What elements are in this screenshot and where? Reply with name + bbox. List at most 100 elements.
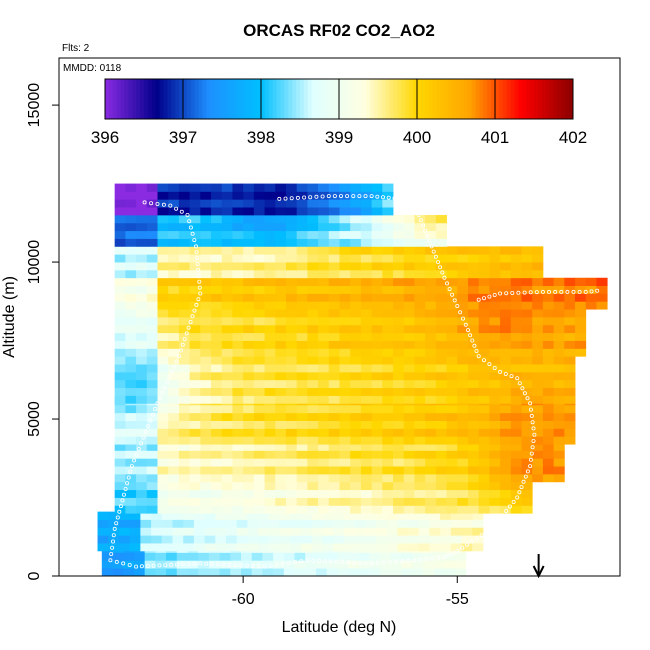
heatmap-cell (446, 340, 458, 349)
heatmap-cell (500, 324, 512, 334)
heatmap-cell (371, 395, 383, 404)
heatmap-cell (425, 379, 437, 389)
heatmap-cell (360, 332, 373, 341)
flight-track-point (492, 292, 497, 297)
heatmap-cell (435, 450, 447, 459)
heatmap-cell (489, 262, 501, 271)
flight-track-point (351, 194, 356, 199)
heatmap-cell (168, 497, 180, 506)
heatmap-cell (457, 420, 469, 429)
heatmap-cell (189, 404, 201, 414)
heatmap-cell (414, 293, 426, 302)
colorbar-swatch (417, 79, 422, 119)
heatmap-cell (125, 489, 137, 498)
flight-track-point (256, 564, 261, 569)
heatmap-cell (243, 364, 255, 373)
heatmap-cell (328, 387, 340, 396)
heatmap-cell (371, 489, 383, 498)
heatmap-cell (221, 183, 233, 192)
heatmap-cell (435, 293, 447, 302)
heatmap-cell (114, 395, 126, 404)
heatmap-cell (382, 379, 394, 389)
heatmap-cell (243, 473, 255, 483)
colorbar-swatch (537, 79, 543, 119)
flight-track-point (442, 555, 447, 560)
heatmap-cell (251, 560, 263, 569)
heatmap-cell (414, 489, 426, 498)
heatmap-cell (146, 293, 158, 302)
heatmap-cell (221, 371, 233, 381)
heatmap-cell (478, 254, 490, 263)
colorbar-swatch (565, 79, 570, 119)
heatmap-cell (200, 254, 212, 263)
heatmap-cell (275, 317, 287, 326)
heatmap-cell (467, 379, 480, 389)
heatmap-cell (564, 387, 576, 396)
heatmap-cell (435, 285, 447, 294)
flight-track-point (504, 291, 509, 296)
flight-track-point (295, 195, 300, 200)
heatmap-cell (285, 379, 298, 389)
heatmap-cell (211, 505, 223, 514)
heatmap-cell (318, 348, 330, 357)
heatmap-cell (161, 511, 173, 520)
heatmap-cell (311, 543, 323, 552)
heatmap-cell (161, 543, 173, 552)
heatmap-cell (114, 420, 126, 429)
heatmap-cell (318, 371, 330, 381)
heatmap-cell (382, 356, 394, 365)
heatmap-cell (446, 466, 458, 475)
heatmap-cell (307, 207, 319, 216)
heatmap-cell (279, 543, 291, 552)
heatmap-cell (510, 458, 522, 467)
heatmap-cell (232, 238, 244, 247)
heatmap-cell (318, 395, 330, 404)
heatmap-cell (114, 481, 126, 491)
heatmap-cell (285, 340, 298, 349)
heatmap-cell (532, 371, 544, 381)
colorbar-swatch (420, 79, 426, 119)
heatmap-cell (307, 214, 319, 224)
y-tick-label: 10000 (26, 240, 43, 285)
heatmap-cell (585, 293, 597, 302)
heatmap-cell (290, 511, 302, 520)
flight-track-point (274, 562, 279, 567)
heatmap-cell (467, 395, 480, 404)
heatmap-cell (414, 379, 426, 389)
heatmap-cell (253, 277, 265, 287)
heatmap-cell (136, 340, 148, 349)
heatmap-cell (521, 364, 533, 373)
heatmap-cell (307, 379, 319, 389)
heatmap-cell (275, 301, 287, 310)
heatmap-cell (140, 511, 152, 520)
colorbar-swatch (487, 79, 492, 119)
colorbar-swatch (467, 79, 473, 119)
heatmap-cell (414, 497, 426, 506)
heatmap-cell (414, 473, 426, 483)
heatmap-cell (425, 466, 437, 475)
heatmap-cell (125, 436, 137, 445)
heatmap-cell (211, 412, 223, 421)
heatmap-cell (328, 404, 340, 414)
heatmap-cell (232, 254, 244, 263)
heatmap-cell (478, 404, 490, 414)
heatmap-cell (328, 222, 340, 232)
heatmap-cell (414, 324, 426, 334)
heatmap-cell (221, 404, 233, 414)
flight-track-point (126, 475, 131, 480)
flight-track-point (340, 560, 345, 565)
heatmap-cell (189, 191, 201, 200)
heatmap-cell (328, 481, 340, 491)
heatmap-cell (553, 395, 565, 404)
heatmap-cell (136, 473, 148, 483)
heatmap-cell (285, 404, 298, 414)
heatmap-cell (382, 301, 394, 310)
heatmap-cell (311, 511, 323, 520)
heatmap-cell (178, 404, 191, 414)
flight-track-point (186, 325, 191, 330)
heatmap-cell (457, 309, 469, 318)
heatmap-cell (401, 560, 413, 569)
heatmap-cell (350, 254, 362, 263)
heatmap-cell (243, 412, 255, 421)
heatmap-cell (414, 348, 426, 357)
